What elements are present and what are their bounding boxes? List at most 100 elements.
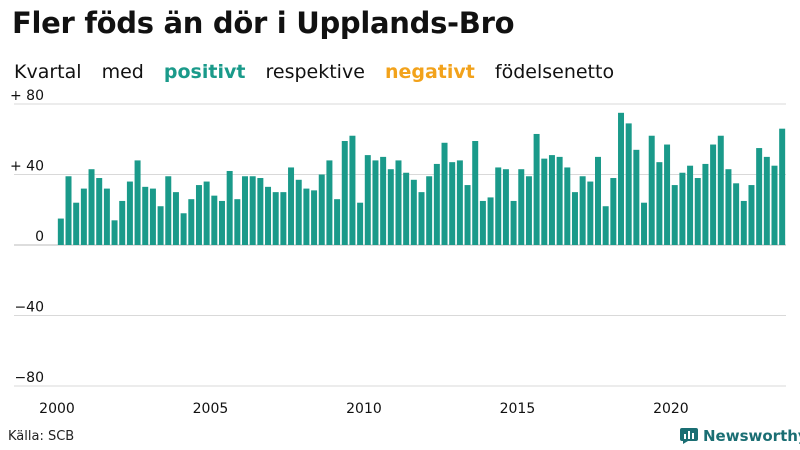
bar xyxy=(495,167,502,245)
bar xyxy=(579,176,586,245)
chart-subtitle: Kvartal med positivt respektive negativt… xyxy=(14,61,628,83)
bar xyxy=(556,156,563,246)
bar xyxy=(57,218,64,245)
bar xyxy=(687,165,694,245)
bar xyxy=(88,169,95,245)
bar xyxy=(165,176,172,245)
x-tick-label: 2015 xyxy=(500,401,536,417)
y-tick-label: −80 xyxy=(14,370,44,386)
bar xyxy=(387,169,394,245)
bar xyxy=(295,179,302,245)
bar xyxy=(149,188,156,245)
bar xyxy=(533,133,540,245)
bar xyxy=(119,200,126,245)
bar xyxy=(249,176,256,245)
bar xyxy=(226,170,233,245)
y-tick-label: 0 xyxy=(35,229,44,245)
bar xyxy=(195,185,202,245)
bar xyxy=(771,165,778,245)
bar xyxy=(456,160,463,245)
bar xyxy=(779,128,786,245)
bar xyxy=(472,141,479,245)
bar xyxy=(134,160,141,245)
bar xyxy=(763,156,770,246)
bar xyxy=(694,178,701,245)
bar xyxy=(372,160,379,245)
x-tick-label: 2005 xyxy=(193,401,229,417)
y-tick-label: + 40 xyxy=(10,159,44,175)
bar xyxy=(272,192,279,246)
bar xyxy=(717,135,724,245)
bar xyxy=(395,160,402,245)
brand-logo[interactable]: Newsworthy xyxy=(680,427,800,445)
bar xyxy=(180,213,187,245)
bar xyxy=(502,169,509,245)
bar xyxy=(218,200,225,245)
bar xyxy=(625,123,632,245)
bar xyxy=(740,200,747,245)
bar xyxy=(203,181,210,245)
bar xyxy=(610,178,617,245)
subtitle-word-respektive: respektive xyxy=(265,61,365,83)
bar xyxy=(96,178,103,245)
bar xyxy=(188,199,195,245)
bar xyxy=(357,202,364,245)
bar xyxy=(318,174,325,245)
bar xyxy=(595,156,601,246)
bar xyxy=(426,176,433,245)
subtitle-negative-label: negativt xyxy=(384,61,475,83)
subtitle-word-med: med xyxy=(101,61,144,83)
bar xyxy=(410,179,417,245)
bar xyxy=(126,181,133,245)
bar xyxy=(679,172,686,245)
bar xyxy=(487,197,494,245)
bar xyxy=(748,185,755,245)
bar xyxy=(334,199,341,245)
bar xyxy=(303,188,310,245)
bar xyxy=(172,192,179,246)
bar xyxy=(257,178,264,245)
bar xyxy=(65,176,72,245)
subtitle-word-fodelsenetto: födelsenetto xyxy=(494,61,615,83)
bar xyxy=(326,160,333,245)
bar xyxy=(479,200,486,245)
bar xyxy=(311,190,318,245)
source-note: Källa: SCB xyxy=(8,429,75,444)
bar xyxy=(403,172,410,245)
bar xyxy=(725,169,732,245)
bar xyxy=(564,167,571,245)
bar xyxy=(242,176,248,245)
bar xyxy=(111,220,118,245)
bar xyxy=(341,141,348,245)
bar xyxy=(756,148,763,245)
bar xyxy=(518,169,525,245)
bar xyxy=(510,200,517,245)
y-tick-label: + 80 xyxy=(10,88,44,104)
bar xyxy=(142,186,149,245)
bar xyxy=(541,158,548,245)
subtitle-positive-label: positivt xyxy=(163,61,246,83)
bar xyxy=(433,163,440,245)
bar xyxy=(633,149,640,245)
bar xyxy=(80,188,87,245)
bar xyxy=(418,192,425,246)
x-tick-label: 2010 xyxy=(346,401,382,417)
bar xyxy=(548,155,555,245)
bar xyxy=(73,202,80,245)
bar xyxy=(641,202,648,245)
bar xyxy=(364,155,371,245)
bar xyxy=(587,181,594,245)
bar xyxy=(702,163,709,245)
x-tick-label: 2020 xyxy=(653,401,689,417)
bar xyxy=(211,195,218,245)
subtitle-word-kvartal: Kvartal xyxy=(14,61,82,83)
bar xyxy=(157,206,164,245)
bar xyxy=(234,199,241,245)
bar xyxy=(656,162,663,245)
bar xyxy=(380,156,387,246)
bar xyxy=(710,144,717,245)
y-tick-label: −40 xyxy=(14,300,44,316)
newsworthy-logo-icon xyxy=(680,428,698,444)
bar xyxy=(602,206,609,245)
